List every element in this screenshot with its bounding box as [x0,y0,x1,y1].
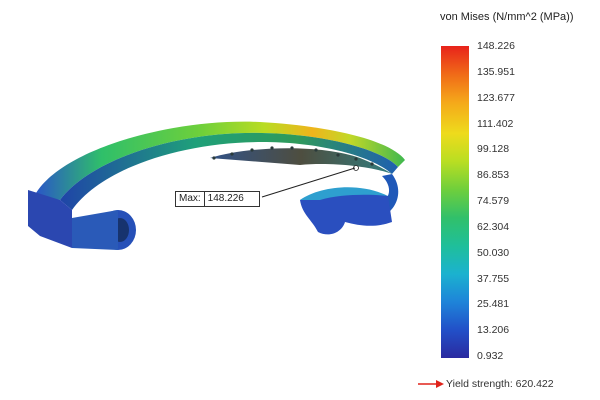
colorbar-tick-label: 123.677 [477,91,515,104]
band-side-wall [60,132,398,210]
colorbar-tick-label: 50.030 [477,246,510,259]
colorbar-tick-label: 111.402 [477,117,514,130]
colorbar-tick-label: 62.304 [477,220,510,233]
lower-flange [300,191,392,235]
left-curl-base [72,210,118,250]
stress-colorbar [441,46,469,358]
bolt-holes [212,146,374,166]
lower-flange-top [300,187,388,200]
colorbar-tick-label: 148.226 [477,40,515,52]
colorbar-tick-label: 86.853 [477,169,510,182]
yield-strength-label: Yield strength: 620.422 [446,378,554,390]
colorbar-tick-label: 37.755 [477,272,510,285]
max-leader-line [261,167,356,198]
band-top-surface [35,121,405,200]
max-label: Max: [176,192,205,206]
yield-strength-row: Yield strength: 620.422 [418,377,554,391]
colorbar-tick-label: 13.206 [477,324,510,337]
band-inner-surface [210,148,392,174]
stress-model-render [28,121,405,250]
colorbar-tick-label: 135.951 [477,65,515,78]
red-arrow-icon [418,380,444,388]
colorbar-tick-label: 99.128 [477,143,510,156]
left-block [28,190,72,248]
max-value: 148.226 [207,193,244,204]
colorbar-tick-label: 0.932 [477,350,504,362]
legend-title: von Mises (N/mm^2 (MPa)) [440,11,574,23]
colorbar-tick-label: 25.481 [477,298,510,311]
max-stress-callout[interactable]: Max: 148.226 [175,191,260,207]
colorbar-tick-label: 74.579 [477,195,510,207]
